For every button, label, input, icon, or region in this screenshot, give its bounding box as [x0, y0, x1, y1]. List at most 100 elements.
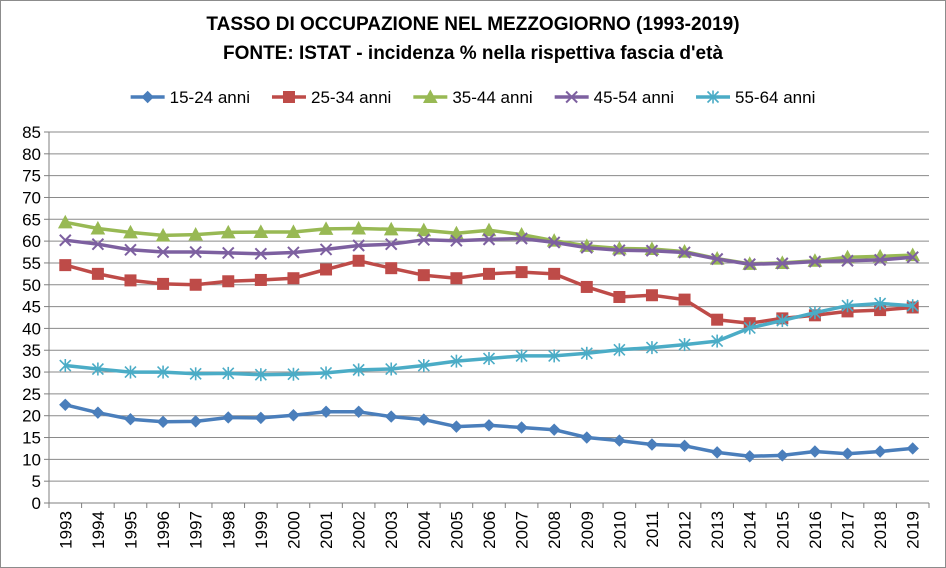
- marker-stroke: [515, 232, 528, 245]
- data-point: [645, 341, 659, 355]
- data-point: [222, 275, 235, 288]
- x-tick-label: 1999: [252, 511, 271, 549]
- marker-stroke: [906, 251, 919, 264]
- legend-entry-3: 35-44 anni: [413, 88, 533, 107]
- data-point: [548, 349, 561, 363]
- legend-marker: [565, 90, 578, 104]
- data-point: [808, 255, 822, 268]
- data-point: [385, 410, 398, 423]
- data-point: [156, 245, 170, 259]
- data-point: [124, 274, 137, 287]
- x-tick-label: 2008: [545, 511, 564, 549]
- data-point: [613, 244, 626, 257]
- data-point: [59, 398, 72, 412]
- data-point: [482, 352, 496, 366]
- data-point: [841, 254, 854, 267]
- legend-label: 35-44 anni: [452, 88, 532, 107]
- x-tick-label: 2017: [839, 511, 858, 549]
- data-point: [906, 442, 919, 455]
- data-point: [319, 366, 333, 380]
- y-tick-label: 70: [22, 188, 41, 207]
- data-point: [841, 299, 854, 313]
- y-tick-label: 50: [22, 276, 41, 295]
- chart-title: TASSO DI OCCUPAZIONE NEL MEZZOGIORNO (19…: [206, 14, 740, 35]
- data-point: [385, 362, 398, 376]
- y-tick-label: 60: [22, 232, 41, 251]
- data-point: [547, 236, 561, 249]
- marker-stroke: [222, 246, 235, 260]
- data-point: [124, 365, 137, 379]
- legend-label: 15-24 anni: [170, 88, 250, 107]
- marker-stroke: [91, 237, 105, 251]
- marker-stroke: [482, 233, 496, 246]
- data-point: [515, 349, 528, 363]
- series-1: [59, 398, 919, 463]
- data-point: [710, 252, 724, 266]
- marker-stroke: [613, 244, 626, 257]
- x-tick-label: 2013: [708, 511, 727, 549]
- data-point: [157, 277, 170, 290]
- data-point: [155, 227, 171, 242]
- data-point: [613, 290, 626, 303]
- data-point: [91, 362, 104, 376]
- data-point: [352, 405, 365, 418]
- data-point: [319, 243, 333, 256]
- data-point: [91, 406, 105, 419]
- data-point: [678, 439, 691, 453]
- data-point: [189, 367, 202, 381]
- legend-entry-5: 55-64 anni: [696, 88, 815, 107]
- x-tick-label: 2016: [806, 511, 825, 549]
- marker-stroke: [565, 90, 578, 104]
- marker-stroke: [547, 236, 561, 249]
- data-point: [91, 237, 105, 251]
- x-tick-label: 1993: [56, 511, 75, 549]
- y-tick-label: 5: [32, 472, 41, 491]
- marker-stroke: [189, 245, 202, 259]
- data-point: [711, 313, 724, 326]
- data-point: [743, 258, 756, 271]
- y-tick-label: 85: [22, 123, 41, 142]
- data-point: [678, 246, 691, 259]
- data-point: [90, 220, 106, 235]
- x-tick-label: 1995: [121, 511, 140, 549]
- data-point: [286, 224, 301, 238]
- data-point: [743, 450, 756, 463]
- y-tick-label: 25: [22, 385, 41, 404]
- data-point: [580, 431, 593, 444]
- data-point: [841, 447, 854, 460]
- data-point: [873, 445, 887, 458]
- marker-stroke: [580, 241, 593, 254]
- data-point: [287, 272, 300, 285]
- x-tick-label: 2006: [480, 511, 499, 549]
- x-tick-label: 1998: [219, 511, 238, 549]
- data-point: [613, 343, 626, 357]
- x-tick-label: 2003: [382, 511, 401, 549]
- marker-stroke: [873, 253, 887, 267]
- data-point: [450, 420, 463, 433]
- data-point: [417, 413, 431, 426]
- data-point: [189, 415, 202, 428]
- data-point: [319, 405, 333, 418]
- data-point: [874, 297, 887, 311]
- data-point: [417, 269, 430, 282]
- x-tick-label: 2014: [741, 511, 760, 549]
- data-point: [548, 267, 561, 280]
- data-point: [254, 368, 267, 382]
- y-tick-label: 65: [22, 210, 41, 229]
- x-tick-label: 2010: [610, 511, 629, 549]
- data-point: [515, 232, 528, 245]
- data-point: [189, 278, 202, 291]
- data-point: [124, 243, 137, 257]
- data-point: [287, 367, 300, 381]
- series-4: [59, 232, 919, 271]
- data-point: [776, 449, 789, 462]
- legend-entry-1: 15-24 anni: [130, 88, 250, 107]
- data-point: [481, 222, 497, 237]
- x-tick-label: 1996: [154, 511, 173, 549]
- legend-entry-2: 25-34 anni: [271, 88, 391, 107]
- data-point: [189, 245, 202, 259]
- data-point: [222, 411, 235, 424]
- data-point: [416, 222, 432, 237]
- y-tick-label: 40: [22, 319, 41, 338]
- data-point: [678, 293, 691, 306]
